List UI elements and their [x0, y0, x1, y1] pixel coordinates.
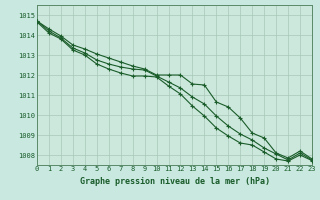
X-axis label: Graphe pression niveau de la mer (hPa): Graphe pression niveau de la mer (hPa) [79, 177, 269, 186]
